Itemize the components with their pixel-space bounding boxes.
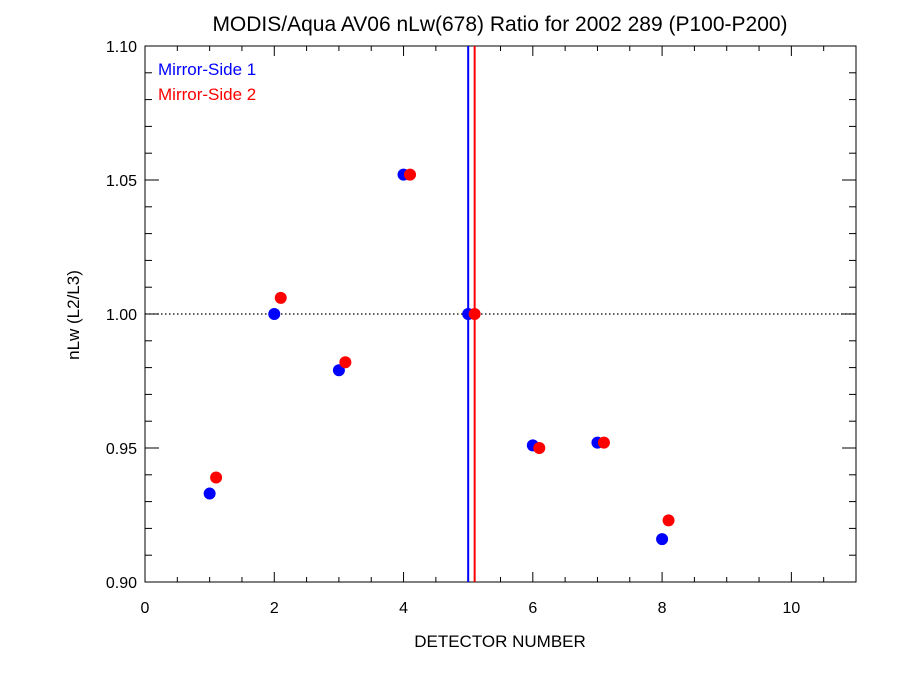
y-tick-label: 1.00 [106,307,137,324]
data-point-series-2 [210,471,223,484]
chart-title: MODIS/Aqua AV06 nLw(678) Ratio for 2002 … [212,13,787,36]
data-point-series-1 [203,487,216,500]
x-tick-label: 2 [270,600,279,617]
x-axis-label: DETECTOR NUMBER [414,632,586,651]
plot-area: 0 2 4 6 8 10 0.90 0.95 1.00 1.05 1.10 [106,39,857,617]
x-tick-label: 6 [528,600,537,617]
data-point-series-1 [332,364,345,377]
y-tick-label: 0.95 [106,441,137,458]
y-axis-label: nLw (L2/L3) [64,270,83,360]
legend-entry-mirror-side-1: Mirror-Side 1 [158,60,256,79]
x-tick-label: 10 [782,600,800,617]
data-point-series-2 [404,168,417,181]
y-tick-label: 1.10 [106,39,137,56]
x-tick-label: 0 [141,600,150,617]
data-point-series-1 [268,308,281,320]
data-point-series-2 [274,291,287,304]
data-point-series-1 [656,533,669,546]
x-tick-label: 8 [658,600,667,617]
data-point-series-2 [468,308,481,320]
legend: Mirror-Side 1 Mirror-Side 2 [158,60,256,104]
data-point-series-2 [597,436,610,449]
data-point-series-2 [662,514,675,527]
x-tick-label: 4 [399,600,408,617]
data-point-series-2 [533,442,546,454]
y-tick-label: 1.05 [106,173,137,190]
y-tick-label: 0.90 [106,575,137,592]
data-point-series-2 [339,356,352,369]
legend-entry-mirror-side-2: Mirror-Side 2 [158,85,256,104]
